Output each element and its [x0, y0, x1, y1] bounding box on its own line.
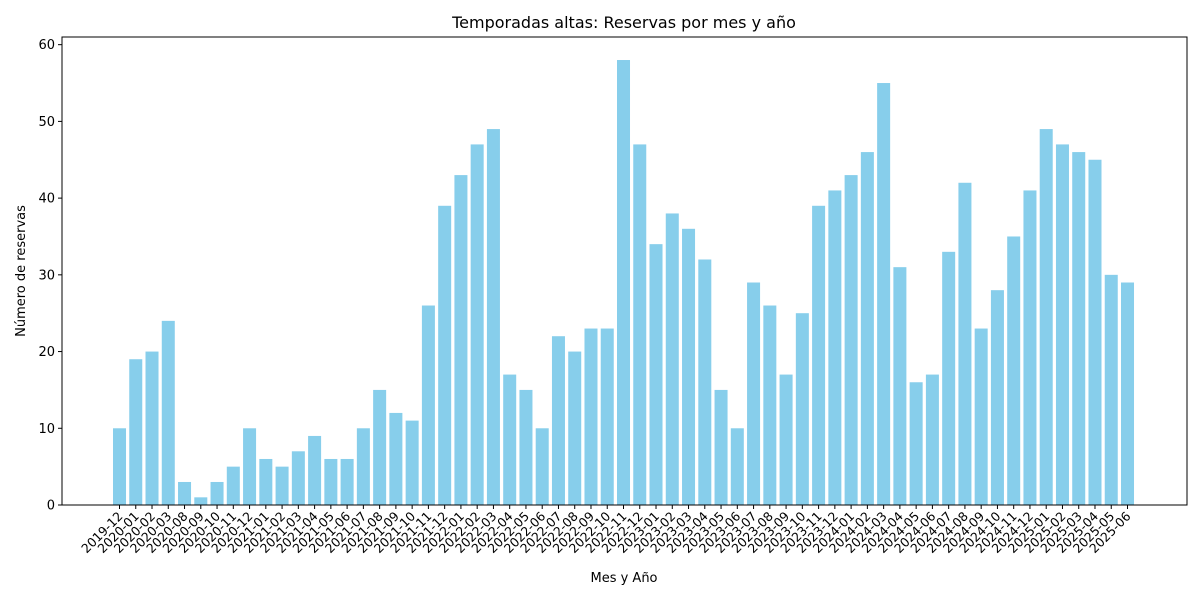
bar-2024-07 — [942, 251, 956, 505]
bar-2022-02 — [470, 144, 484, 505]
bar-2020-01 — [129, 359, 143, 505]
bar-2024-12 — [1023, 190, 1037, 505]
bar-2023-04 — [698, 259, 712, 505]
bar-2022-04 — [503, 374, 517, 505]
bar-2022-03 — [486, 129, 500, 505]
bars-group — [113, 60, 1135, 506]
bar-2020-08 — [178, 481, 192, 505]
bar-2024-02 — [860, 152, 874, 505]
bar-2022-07 — [551, 336, 565, 505]
y-tick-label: 40 — [38, 192, 55, 207]
bar-2021-02 — [275, 466, 289, 505]
bar-2021-03 — [291, 451, 305, 505]
bar-2024-03 — [877, 83, 891, 505]
bar-2024-10 — [990, 290, 1004, 505]
bar-2021-05 — [324, 458, 338, 505]
bar-2021-07 — [356, 428, 370, 505]
bar-2022-09 — [584, 328, 598, 505]
bar-2023-06 — [730, 428, 744, 505]
bar-2023-08 — [763, 305, 777, 505]
bar-2024-04 — [893, 267, 907, 505]
bar-2025-04 — [1088, 159, 1102, 505]
x-axis-ticks: 2019-122020-012020-022020-032020-082020-… — [78, 505, 1134, 556]
bar-2024-01 — [844, 175, 858, 505]
bar-2022-12 — [633, 144, 647, 505]
bar-2023-10 — [795, 313, 809, 505]
bar-2022-05 — [519, 389, 533, 505]
y-tick-label: 20 — [38, 345, 55, 360]
bar-2021-06 — [340, 458, 354, 505]
y-axis-ticks: 0 10 20 30 40 50 60 — [38, 38, 62, 514]
bar-2020-10 — [210, 481, 224, 505]
bar-2023-05 — [714, 389, 728, 505]
bar-2021-08 — [373, 389, 387, 505]
bar-2023-03 — [682, 228, 696, 506]
bar-2020-12 — [243, 428, 257, 505]
bar-2023-07 — [747, 282, 761, 505]
bar-2024-09 — [974, 328, 988, 505]
bar-2024-06 — [925, 374, 939, 505]
bar-2022-06 — [535, 428, 549, 505]
bar-2023-02 — [665, 213, 679, 505]
bar-2020-02 — [145, 351, 159, 505]
y-tick-label: 60 — [38, 38, 55, 53]
bar-2022-01 — [454, 175, 468, 505]
bar-2021-12 — [438, 205, 452, 506]
bar-2020-11 — [226, 466, 240, 505]
y-tick-label: 10 — [38, 422, 55, 437]
bar-2025-01 — [1039, 129, 1053, 505]
bar-2021-11 — [421, 305, 435, 505]
bar-2024-08 — [958, 182, 972, 505]
y-tick-label: 0 — [47, 499, 55, 514]
bar-2023-09 — [779, 374, 793, 505]
bar-2021-10 — [405, 420, 419, 505]
chart-title: Temporadas altas: Reservas por mes y año — [451, 13, 796, 32]
bar-2025-02 — [1055, 144, 1069, 505]
y-tick-label: 30 — [38, 268, 55, 283]
bar-2022-11 — [617, 60, 631, 506]
bar-2021-01 — [259, 458, 273, 505]
bar-2024-11 — [1007, 236, 1021, 506]
bar-2020-03 — [161, 320, 175, 505]
y-axis-label: Número de reservas — [14, 205, 29, 337]
bar-2019-12 — [113, 428, 127, 505]
bar-2024-05 — [909, 382, 923, 505]
bar-2021-04 — [308, 435, 322, 505]
bar-2023-12 — [828, 190, 842, 505]
bar-2021-09 — [389, 412, 403, 505]
bar-2023-11 — [812, 205, 826, 506]
bar-2025-05 — [1104, 274, 1118, 505]
y-tick-label: 50 — [38, 115, 55, 130]
bar-2022-10 — [600, 328, 614, 505]
bar-2025-06 — [1121, 282, 1135, 505]
x-axis-label: Mes y Año — [590, 571, 657, 586]
bar-2020-09 — [194, 497, 208, 505]
bar-2025-03 — [1072, 152, 1086, 505]
bar-2022-08 — [568, 351, 582, 505]
bar-2023-01 — [649, 244, 663, 505]
axes-frame — [61, 36, 1188, 506]
